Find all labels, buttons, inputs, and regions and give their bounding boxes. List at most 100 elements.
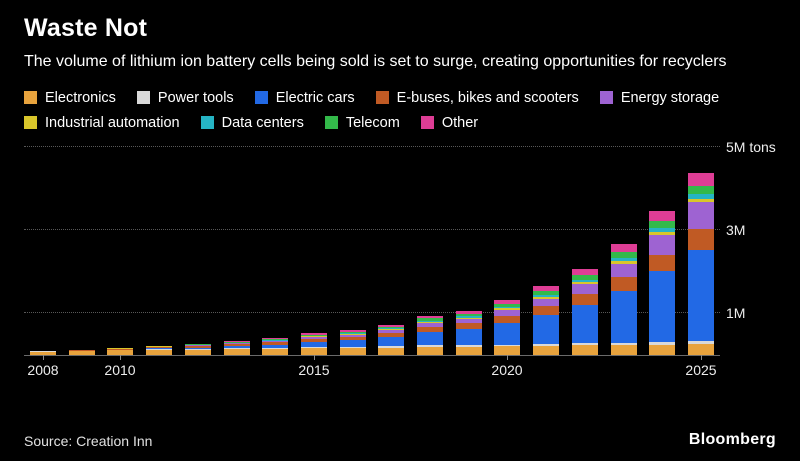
legend-item-e-buses-bikes-and-scooters: E-buses, bikes and scooters [375, 89, 579, 106]
legend-swatch-e-buses-bikes-and-scooters [375, 91, 389, 104]
bar-2009 [68, 147, 95, 355]
segment-electronics-2013 [223, 349, 250, 355]
segment-industrial-automation-2022 [571, 282, 598, 285]
segment-energy-storage-2014 [262, 340, 289, 343]
y-axis-label-1m: 1M [726, 305, 746, 322]
segment-electric-cars-2021 [533, 314, 560, 344]
bar-2011 [146, 147, 173, 355]
segment-other-2021 [533, 286, 560, 292]
segment-energy-storage-2017 [378, 330, 405, 333]
segment-data-centers-2019 [455, 316, 482, 318]
segment-e-buses-bikes-and-scooters-2015 [300, 338, 327, 343]
segment-e-buses-bikes-and-scooters-2020 [494, 315, 521, 323]
segment-energy-storage-2025 [687, 201, 714, 229]
segment-industrial-automation-2021 [533, 297, 560, 299]
segment-industrial-automation-2023 [610, 261, 637, 264]
segment-electric-cars-2018 [417, 332, 444, 346]
segment-power-tools-2022 [571, 343, 598, 346]
segment-e-buses-bikes-and-scooters-2014 [262, 342, 289, 345]
segment-electronics-2012 [184, 349, 211, 355]
x-axis-label-2020: 2020 [491, 362, 523, 378]
plot-area [24, 146, 720, 356]
legend-label-telecom: Telecom [345, 114, 400, 131]
legend-swatch-data-centers [200, 116, 214, 129]
segment-power-tools-2012 [184, 348, 211, 350]
x-axis-label-2008: 2008 [27, 362, 59, 378]
segment-other-2013 [223, 340, 250, 342]
x-axis: 2008 2010 2015 2020 2025 [24, 355, 720, 385]
x-axis-label-2015: 2015 [298, 362, 330, 378]
segment-energy-storage-2013 [223, 343, 250, 345]
segment-e-buses-bikes-and-scooters-2011 [146, 347, 173, 349]
footer: Source: Creation Inn Bloomberg [24, 431, 776, 449]
legend-label-energy-storage: Energy storage [620, 89, 720, 106]
segment-electric-cars-2025 [687, 249, 714, 342]
segment-energy-storage-2020 [494, 310, 521, 316]
segment-energy-storage-2024 [649, 234, 676, 255]
segment-data-centers-2025 [687, 193, 714, 199]
segment-electronics-2019 [455, 346, 482, 355]
legend-item-electronics: Electronics [24, 90, 116, 106]
gridline-5m-tons [24, 146, 720, 147]
legend-label-e-buses-bikes-and-scooters: E-buses, bikes and scooters [396, 89, 579, 106]
legend-swatch-power-tools [136, 91, 150, 104]
legend-item-power-tools: Power tools [136, 89, 234, 106]
segment-energy-storage-2022 [571, 284, 598, 295]
gridline-3m [24, 229, 720, 231]
segment-industrial-automation-2017 [378, 329, 405, 331]
bar-2010 [107, 147, 134, 355]
segment-data-centers-2023 [610, 257, 637, 262]
segment-power-tools-2023 [610, 342, 637, 346]
bar-2012 [184, 147, 211, 355]
legend-label-power-tools: Power tools [157, 89, 234, 106]
segment-other-2020 [494, 299, 521, 304]
segment-electric-cars-2019 [455, 329, 482, 346]
segment-electric-cars-2024 [649, 271, 676, 343]
segment-electronics-2022 [571, 345, 598, 355]
bar-2017 [378, 147, 405, 355]
segment-power-tools-2021 [533, 343, 560, 346]
segment-data-centers-2020 [494, 306, 521, 309]
x-tick-2010 [120, 355, 121, 360]
bloomberg-logo: Bloomberg [688, 431, 776, 448]
legend-item-electric-cars: Electric cars [254, 89, 355, 106]
segment-data-centers-2022 [571, 279, 598, 283]
legend-swatch-electronics [24, 91, 37, 104]
segment-electric-cars-2016 [339, 340, 366, 347]
segment-data-centers-2017 [378, 328, 405, 330]
page-title: Waste Not [24, 14, 148, 42]
segment-electronics-2018 [417, 347, 444, 355]
segment-industrial-automation-2024 [649, 231, 676, 235]
bar-2019 [455, 147, 482, 355]
legend-swatch-other [420, 116, 434, 129]
segment-energy-storage-2023 [610, 263, 637, 278]
segment-telecom-2021 [533, 291, 560, 296]
segment-power-tools-2014 [262, 347, 289, 349]
segment-electric-cars-2011 [146, 348, 173, 350]
segment-telecom-2022 [571, 275, 598, 280]
segment-other-2024 [649, 211, 676, 222]
segment-electronics-2021 [533, 345, 560, 355]
segment-energy-storage-2016 [339, 334, 366, 337]
bar-2020 [494, 147, 521, 355]
x-tick-2015 [314, 355, 315, 360]
segment-data-centers-2021 [533, 295, 560, 298]
y-axis-label-5m-tons: 5M tons [726, 139, 776, 155]
segment-other-2018 [417, 315, 444, 319]
x-tick-2008 [43, 355, 44, 360]
segment-industrial-automation-2020 [494, 308, 521, 311]
segment-electronics-2023 [610, 345, 637, 355]
segment-electric-cars-2012 [184, 347, 211, 349]
segment-electronics-2020 [494, 346, 521, 355]
segment-e-buses-bikes-and-scooters-2022 [571, 294, 598, 306]
segment-telecom-2018 [417, 318, 444, 321]
segment-telecom-2019 [455, 313, 482, 317]
segment-other-2016 [339, 330, 366, 332]
bar-2016 [339, 147, 366, 355]
segment-e-buses-bikes-and-scooters-2024 [649, 254, 676, 272]
bar-2008 [30, 147, 56, 355]
segment-power-tools-2017 [378, 346, 405, 348]
segment-e-buses-bikes-and-scooters-2018 [417, 326, 444, 333]
bar-2024 [649, 147, 676, 355]
legend-label-electric-cars: Electric cars [275, 89, 355, 106]
